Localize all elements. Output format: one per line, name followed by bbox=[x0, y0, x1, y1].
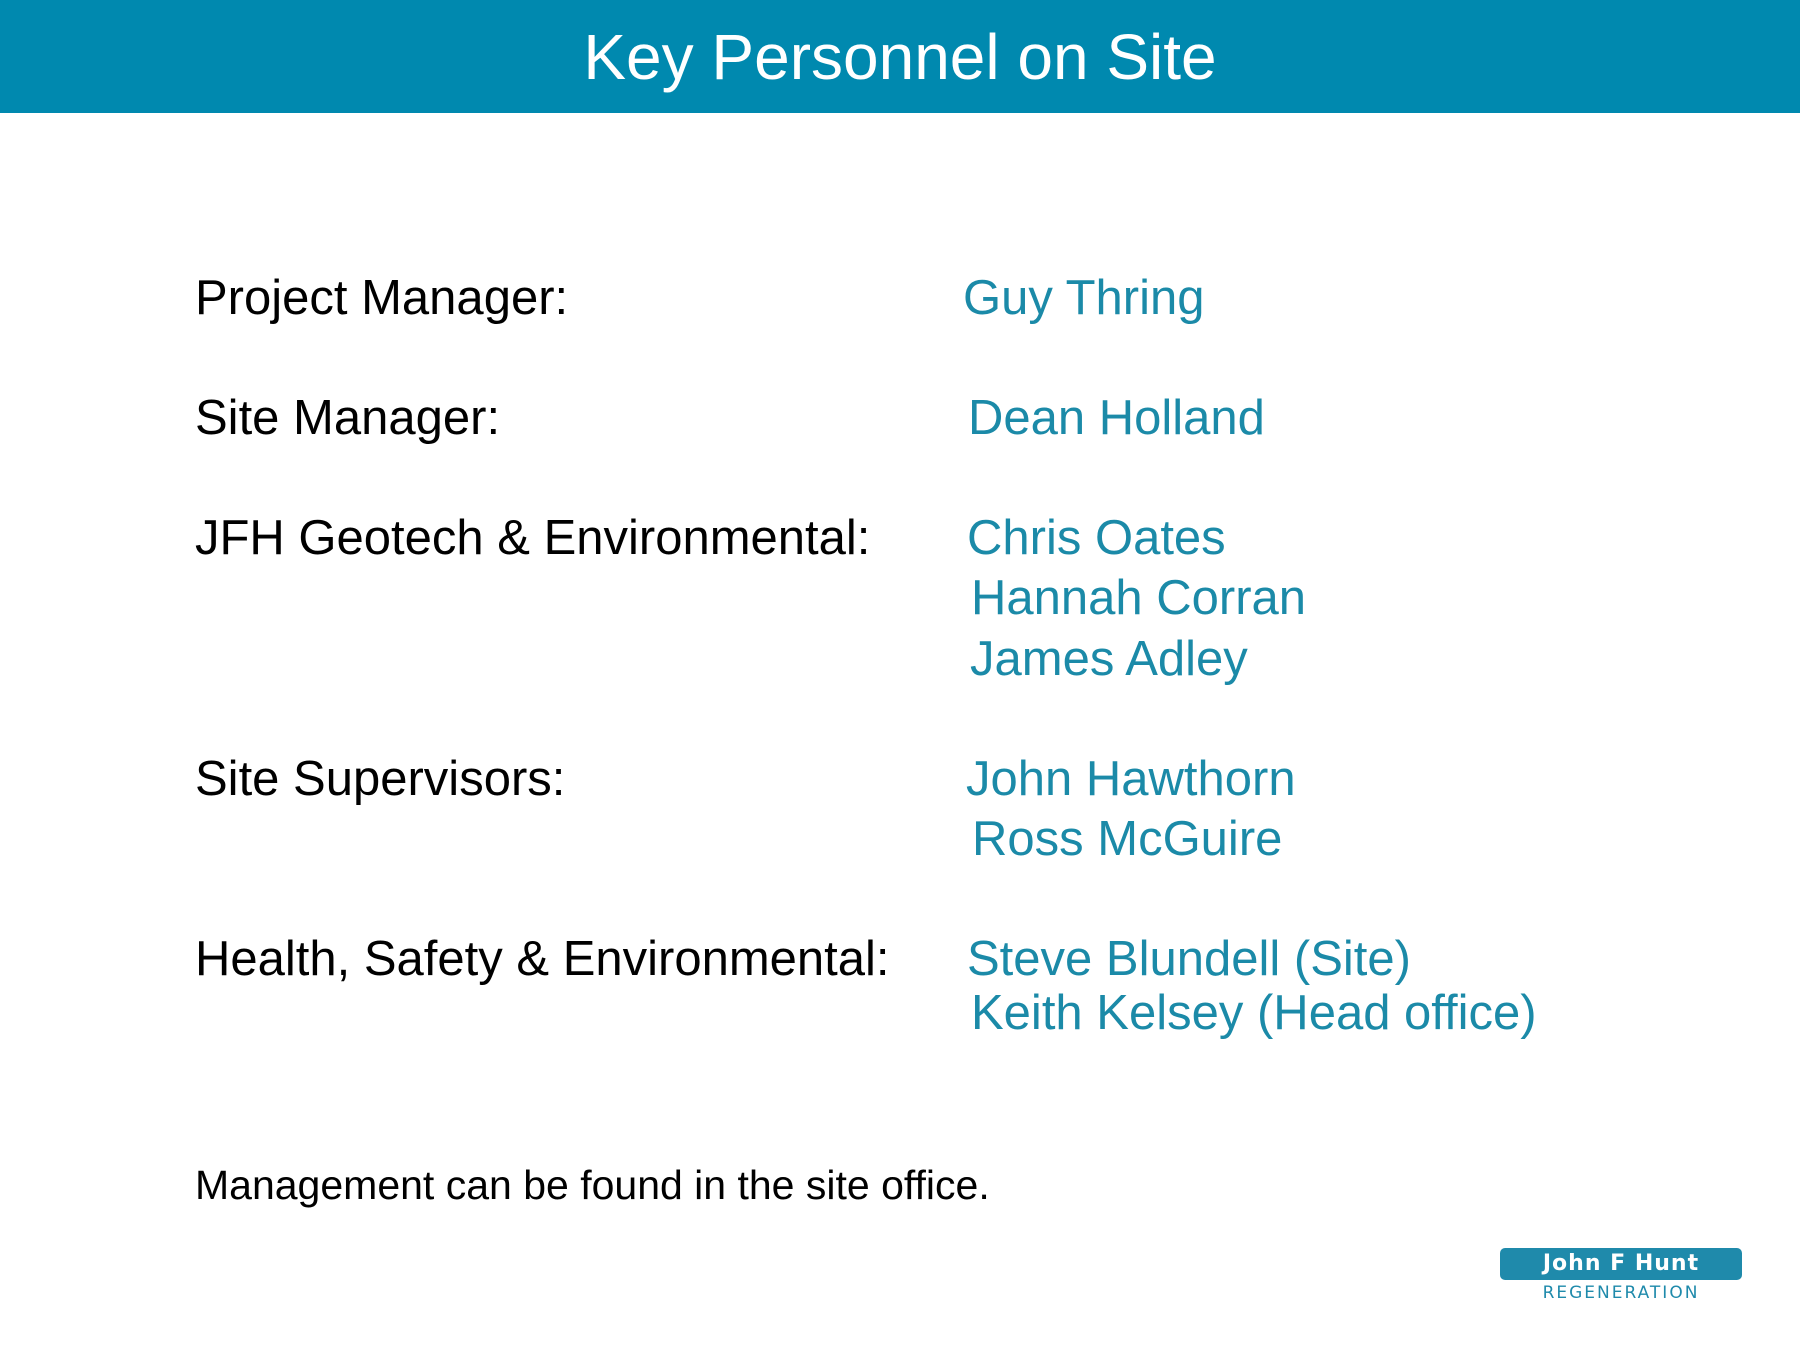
slide-title: Key Personnel on Site bbox=[583, 21, 1217, 93]
footer-note: Management can be found in the site offi… bbox=[195, 1162, 990, 1208]
role-label-health-safety-environmental: Health, Safety & Environmental: bbox=[195, 932, 890, 986]
person-name: Ross McGuire bbox=[972, 812, 1283, 866]
person-name: Keith Kelsey (Head office) bbox=[971, 986, 1537, 1040]
person-name: James Adley bbox=[970, 632, 1248, 686]
person-name: Hannah Corran bbox=[971, 571, 1307, 625]
logo-badge: John F Hunt bbox=[1500, 1248, 1742, 1280]
role-label-geotech-environmental: JFH Geotech & Environmental: bbox=[195, 511, 871, 565]
title-bar: Key Personnel on Site bbox=[0, 0, 1800, 113]
role-label-project-manager: Project Manager: bbox=[195, 271, 569, 325]
person-name: Guy Thring bbox=[963, 271, 1205, 325]
person-name: Dean Holland bbox=[968, 391, 1265, 445]
company-logo: John F Hunt REGENERATION bbox=[1500, 1248, 1742, 1304]
person-name: Steve Blundell (Site) bbox=[967, 932, 1411, 986]
person-name: John Hawthorn bbox=[966, 752, 1296, 806]
person-name: Chris Oates bbox=[967, 511, 1226, 565]
role-label-site-supervisors: Site Supervisors: bbox=[195, 752, 566, 806]
role-label-site-manager: Site Manager: bbox=[195, 391, 501, 445]
logo-tagline: REGENERATION bbox=[1542, 1283, 1700, 1303]
